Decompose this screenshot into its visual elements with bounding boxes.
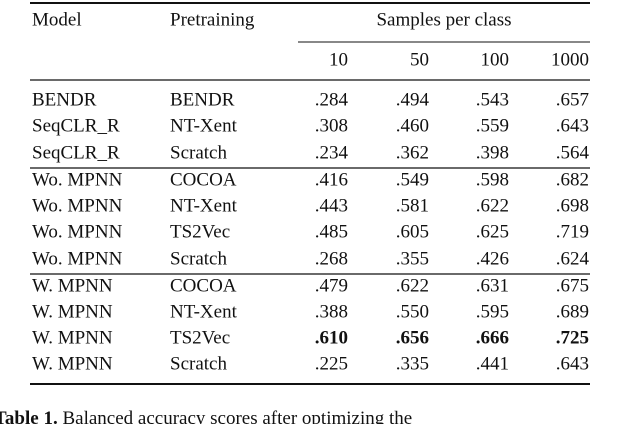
cell-value: .234 (315, 142, 349, 163)
cell-value: .362 (396, 142, 429, 163)
caption-label: Table 1. (0, 408, 58, 424)
cell-value: .308 (315, 115, 348, 136)
cell-value: .460 (396, 115, 429, 136)
cell-value: .494 (396, 89, 430, 110)
cell-value: .426 (476, 248, 509, 269)
row-label: NT-Xent (170, 195, 238, 216)
row-label: Wo. MPNN (32, 195, 123, 216)
caption-text: Balanced accuracy scores after optimizin… (62, 408, 412, 424)
cell-value: .666 (476, 327, 509, 348)
row-label: BENDR (170, 89, 235, 110)
cell-value: .564 (556, 142, 590, 163)
cell-value: .657 (556, 89, 589, 110)
cell-value: .443 (315, 195, 348, 216)
cell-value: .698 (556, 195, 589, 216)
cell-value: .355 (396, 248, 429, 269)
row-label: Wo. MPNN (32, 248, 123, 269)
sample-header: 100 (481, 49, 510, 70)
cell-value: .559 (476, 115, 509, 136)
cell-value: .719 (556, 221, 589, 242)
cell-value: .225 (315, 353, 348, 374)
sample-header: 50 (410, 49, 429, 70)
cell-value: .682 (556, 169, 589, 190)
cell-value: .624 (556, 248, 590, 269)
row-label: Wo. MPNN (32, 221, 123, 242)
row-label: COCOA (170, 275, 237, 296)
row-label: TS2Vec (170, 221, 230, 242)
cell-value: .416 (315, 169, 348, 190)
cell-value: .689 (556, 301, 589, 322)
row-label: Wo. MPNN (32, 169, 123, 190)
column-header: Pretraining (170, 9, 255, 30)
row-label: SeqCLR_R (32, 115, 120, 136)
row-label: W. MPNN (32, 327, 113, 348)
row-label: W. MPNN (32, 301, 113, 322)
cell-value: .595 (476, 301, 509, 322)
cell-value: .479 (315, 275, 348, 296)
cell-value: .581 (396, 195, 429, 216)
cell-value: .610 (315, 327, 348, 348)
row-label: NT-Xent (170, 115, 238, 136)
row-label: Scratch (170, 353, 227, 374)
cell-value: .485 (315, 221, 348, 242)
sample-header: 1000 (551, 49, 589, 70)
cell-value: .335 (396, 353, 429, 374)
row-label: Scratch (170, 248, 227, 269)
cell-value: .284 (315, 89, 349, 110)
cell-value: .643 (556, 353, 589, 374)
cell-value: .598 (476, 169, 509, 190)
row-label: Scratch (170, 142, 227, 163)
row-label: W. MPNN (32, 275, 113, 296)
cell-value: .622 (396, 275, 429, 296)
row-label: TS2Vec (170, 327, 230, 348)
cell-value: .441 (476, 353, 509, 374)
cell-value: .550 (396, 301, 429, 322)
cell-value: .622 (476, 195, 509, 216)
cell-value: .398 (476, 142, 509, 163)
cell-value: .675 (556, 275, 589, 296)
caption: Table 1. Balanced accuracy scores after … (0, 408, 412, 424)
row-label: SeqCLR_R (32, 142, 120, 163)
column-header: Model (32, 9, 82, 30)
group-header: Samples per class (376, 9, 511, 30)
cell-value: .656 (396, 327, 429, 348)
cell-value: .631 (476, 275, 509, 296)
row-label: NT-Xent (170, 301, 238, 322)
cell-value: .388 (315, 301, 348, 322)
cell-value: .625 (476, 221, 509, 242)
row-label: COCOA (170, 169, 237, 190)
sample-header: 10 (329, 49, 348, 70)
cell-value: .725 (556, 327, 589, 348)
cell-value: .549 (396, 169, 429, 190)
row-label: BENDR (32, 89, 97, 110)
row-label: W. MPNN (32, 353, 113, 374)
cell-value: .268 (315, 248, 348, 269)
cell-value: .543 (476, 89, 509, 110)
cell-value: .605 (396, 221, 429, 242)
cell-value: .643 (556, 115, 589, 136)
